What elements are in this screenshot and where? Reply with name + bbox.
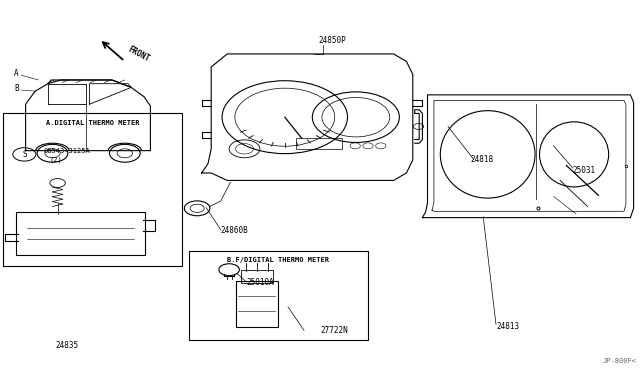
Text: S: S — [22, 150, 27, 159]
Text: FRONT: FRONT — [126, 45, 151, 63]
Text: 24850P: 24850P — [319, 36, 347, 45]
Text: 24813: 24813 — [496, 322, 519, 331]
Text: JP-800F<: JP-800F< — [603, 358, 637, 364]
Text: (2): (2) — [50, 157, 63, 163]
Text: 27722N: 27722N — [320, 326, 348, 335]
Bar — [189, 251, 368, 340]
Text: 08543-3125A: 08543-3125A — [44, 148, 90, 154]
Text: B: B — [14, 84, 19, 93]
Bar — [296, 138, 342, 149]
Text: 25010A: 25010A — [246, 278, 274, 286]
Bar — [3, 113, 182, 266]
Text: A.DIGITAL THERMO METER: A.DIGITAL THERMO METER — [46, 120, 140, 126]
Text: 24818: 24818 — [470, 155, 493, 164]
Text: 24835: 24835 — [56, 341, 79, 350]
Text: 24860B: 24860B — [221, 225, 248, 234]
Text: A: A — [14, 69, 19, 78]
Text: B.F/DIGITAL THERMO METER: B.F/DIGITAL THERMO METER — [227, 257, 330, 263]
Text: 25031: 25031 — [573, 166, 596, 175]
